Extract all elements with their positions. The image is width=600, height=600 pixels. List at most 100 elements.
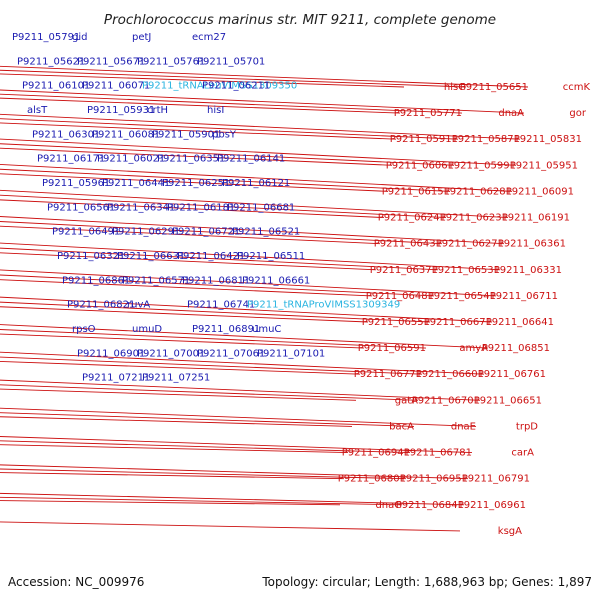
forward-gene-label: P9211_06811 <box>182 275 250 286</box>
forward-gene-label: P9211_06421 <box>177 251 245 262</box>
reverse-gene-label: P9211_06481 <box>366 291 434 302</box>
reverse-leader-line <box>0 194 447 219</box>
forward-gene-label: P9211_06661 <box>242 275 310 286</box>
forward-gene-label: P9211_05621 <box>17 56 85 67</box>
reverse-gene-label: gor <box>569 108 586 119</box>
forward-gene-label: rpsO <box>72 324 96 335</box>
forward-gene-label: P9211_06101 <box>22 81 90 92</box>
reverse-gene-label: trpD <box>516 421 538 432</box>
forward-gene-label: P9211_06341 <box>107 202 175 213</box>
forward-gene-label: P9211_tRNAProVIMSS1309349 <box>247 300 400 311</box>
reverse-gene-label: hisG <box>444 82 466 93</box>
reverse-gene-label: ccmK <box>563 82 591 93</box>
reverse-leader-line <box>0 296 493 323</box>
reverse-leader-line <box>0 189 509 219</box>
forward-gene-label: gid <box>72 32 87 43</box>
reverse-leader-line <box>0 93 463 114</box>
reverse-gene-label: dnaE <box>451 421 476 432</box>
forward-gene-label: P9211_06571 <box>122 275 190 286</box>
reverse-leader-line <box>0 225 381 245</box>
forward-gene-label: P9211_06741 <box>187 300 255 311</box>
genome-summary-text: Topology: circular; Length: 1,688,963 bp… <box>261 575 592 589</box>
reverse-leader-line <box>0 279 373 297</box>
forward-gene-label: P9211_07061 <box>197 348 265 359</box>
reverse-leader-line <box>0 138 517 166</box>
forward-gene-label: P9211_06561 <box>47 202 115 213</box>
forward-gene-label: P9211_06021 <box>97 154 165 165</box>
forward-gene-label: P9211_06891 <box>192 324 260 335</box>
reverse-gene-label: P9211_06591 <box>358 343 426 354</box>
reverse-leader-line <box>0 361 361 375</box>
forward-gene-label: P9211_06721 <box>172 227 240 238</box>
forward-gene-label: P9211_06301 <box>32 129 100 140</box>
forward-gene-label: P9211_05901 <box>152 129 220 140</box>
reverse-leader-line <box>0 329 427 349</box>
forward-gene-label: alsT <box>27 105 48 116</box>
forward-gene-label: P9211_06861 <box>62 275 130 286</box>
reverse-leader-line <box>0 500 341 506</box>
reverse-leader-line <box>0 444 349 454</box>
reverse-gene-label: P9211_06241 <box>378 213 446 224</box>
forward-gene-label: P9211_07211 <box>82 373 150 384</box>
reverse-gene-label: P9211_06551 <box>362 317 430 328</box>
reverse-leader-line <box>0 73 405 88</box>
forward-gene-label: P9211_06071 <box>82 81 150 92</box>
accession-text: Accession: NC_009976 <box>8 575 144 589</box>
reverse-gene-label: P9211_06671 <box>424 317 492 328</box>
forward-gene-label: ecm27 <box>192 32 226 43</box>
forward-gene-label: P9211_tRNALeuVIMSS1309350 <box>142 81 297 92</box>
forward-gene-label: P9211_06511 <box>237 251 305 262</box>
reverse-leader-line <box>0 333 365 349</box>
reverse-leader-line <box>0 89 525 114</box>
reverse-gene-label: bacA <box>389 421 414 432</box>
reverse-leader-line <box>0 440 411 454</box>
map-title: Prochlorococcus marinus str. MIT 9211, c… <box>104 12 496 28</box>
reverse-gene-label: P9211_06371 <box>370 265 438 276</box>
reverse-gene-label: P9211_06941 <box>342 448 410 459</box>
forward-gene-label: P9211_06821 <box>67 300 135 311</box>
forward-gene-label: P9211_05701 <box>197 56 265 67</box>
reverse-leader-line <box>0 118 459 140</box>
forward-gene-label: P9211_06631 <box>117 251 185 262</box>
forward-gene-label: P9211_06251 <box>162 178 230 189</box>
reverse-gene-label: P9211_06191 <box>502 213 570 224</box>
reverse-leader-line <box>0 464 469 480</box>
reverse-gene-label: P9211_06531 <box>432 265 500 276</box>
forward-gene-label: petJ <box>132 32 151 43</box>
reverse-gene-label: P9211_06781 <box>404 448 472 459</box>
reverse-gene-label: P9211_05951 <box>510 160 578 171</box>
reverse-leader-line <box>0 242 501 271</box>
reverse-leader-line <box>0 69 467 88</box>
reverse-gene-label: P9211_06701 <box>412 395 480 406</box>
reverse-leader-line <box>0 468 407 480</box>
reverse-gene-label: P9211_06091 <box>506 186 574 197</box>
reverse-gene-label: P9211_05771 <box>394 108 462 119</box>
forward-gene-label: pbsY <box>212 129 237 140</box>
reverse-leader-line <box>0 384 419 401</box>
reverse-gene-label: P9211_06541 <box>428 291 496 302</box>
reverse-leader-line <box>0 412 415 427</box>
reverse-leader-line <box>0 436 473 454</box>
forward-gene-label: P9211_05761 <box>137 56 205 67</box>
forward-gene-label: P9211_06441 <box>102 178 170 189</box>
forward-gene-label: umuC <box>252 324 281 335</box>
forward-gene-label: ruvA <box>127 300 150 311</box>
reverse-gene-label: P9211_06231 <box>440 213 508 224</box>
forward-gene-label: P9211_06321 <box>57 251 125 262</box>
forward-gene-label: P9211_06491 <box>52 227 120 238</box>
forward-gene-label: umuD <box>132 324 162 335</box>
reverse-leader-line <box>0 147 393 166</box>
forward-gene-label: P9211_06181 <box>167 202 235 213</box>
reverse-gene-label: P9211_06961 <box>458 500 526 511</box>
reverse-leader-line <box>0 221 443 245</box>
reverse-leader-line <box>0 351 485 375</box>
reverse-leader-line <box>0 65 529 88</box>
reverse-leader-line <box>0 173 389 192</box>
reverse-gene-label: P9211_06151 <box>382 186 450 197</box>
reverse-leader-line <box>0 388 357 401</box>
reverse-leader-line <box>0 379 481 401</box>
reverse-gene-label: P9211_06711 <box>490 291 558 302</box>
forward-gene-label: P9211_05961 <box>42 178 110 189</box>
